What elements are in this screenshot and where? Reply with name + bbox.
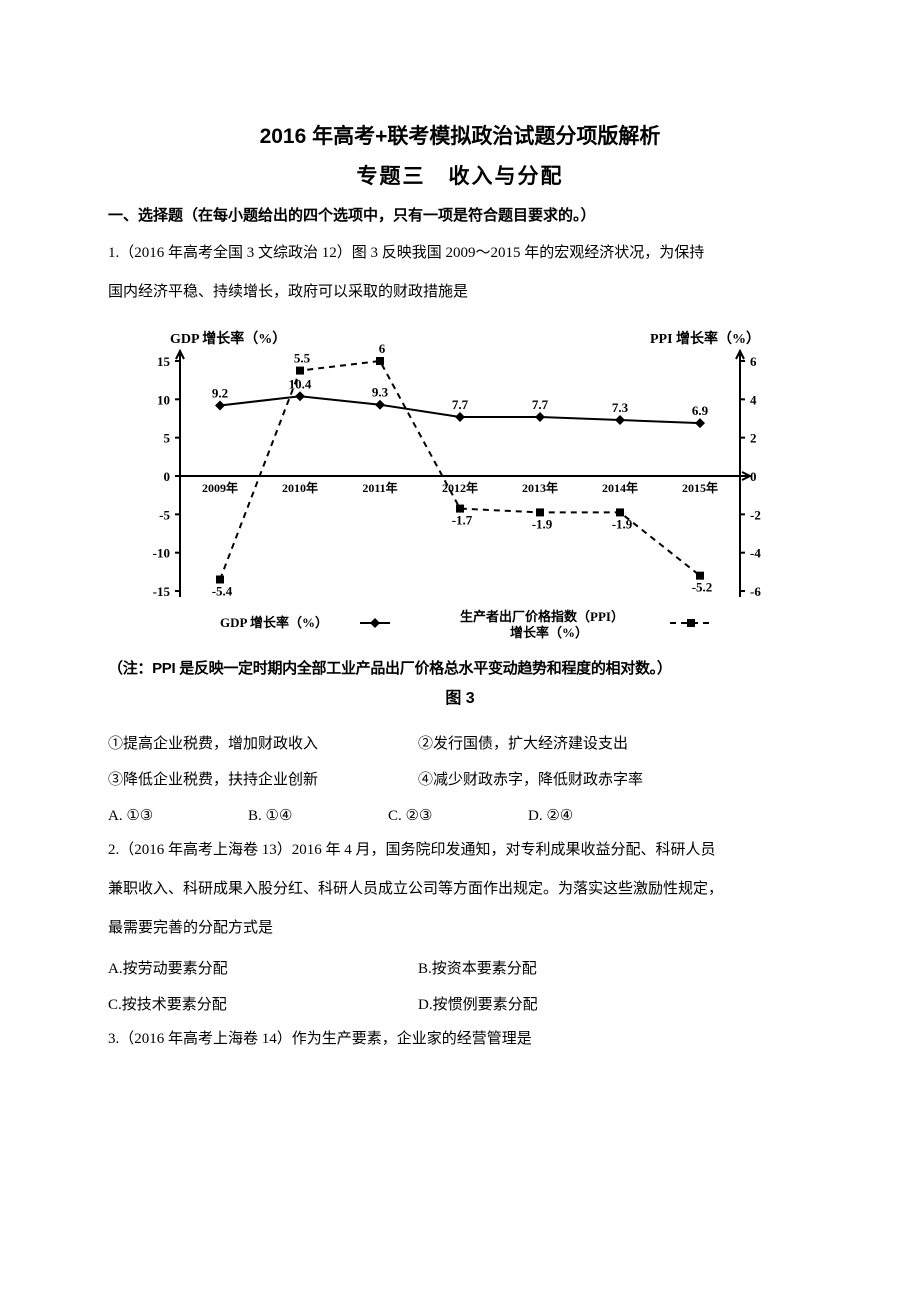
svg-text:2: 2 bbox=[750, 431, 757, 446]
svg-text:-10: -10 bbox=[153, 546, 170, 561]
svg-text:-1.7: -1.7 bbox=[452, 513, 473, 528]
sub-title: 专题三 收入与分配 bbox=[108, 160, 812, 190]
q1-options-row2: ③降低企业税费，扶持企业创新 ④减少财政赤字，降低财政赤字率 bbox=[108, 762, 812, 798]
q2-stem-line1: 2.（2016 年高考上海卷 13）2016 年 4 月，国务院印发通知，对专利… bbox=[108, 834, 812, 867]
svg-text:-5.4: -5.4 bbox=[212, 584, 233, 599]
q1-choice-d: D. ②④ bbox=[528, 798, 668, 834]
q2-choice-c: C.按技术要素分配 bbox=[108, 987, 418, 1023]
q1-options-row1: ①提高企业税费，增加财政收入 ②发行国债，扩大经济建设支出 bbox=[108, 726, 812, 762]
svg-text:7.7: 7.7 bbox=[452, 397, 469, 412]
section-heading: 一、选择题（在每小题给出的四个选项中，只有一项是符合题目要求的。） bbox=[108, 204, 812, 225]
q2-stem-line2: 兼职收入、科研成果入股分红、科研人员成立公司等方面作出规定。为落实这些激励性规定… bbox=[108, 873, 812, 906]
q3-stem: 3.（2016 年高考上海卷 14）作为生产要素，企业家的经营管理是 bbox=[108, 1023, 812, 1056]
svg-text:-6: -6 bbox=[750, 584, 761, 599]
svg-text:15: 15 bbox=[157, 354, 171, 369]
svg-text:9.3: 9.3 bbox=[372, 385, 389, 400]
svg-text:2012年: 2012年 bbox=[442, 480, 478, 495]
svg-text:GDP 增长率（%）: GDP 增长率（%） bbox=[220, 615, 328, 630]
q1-opt3: ③降低企业税费，扶持企业创新 bbox=[108, 762, 418, 798]
svg-text:0: 0 bbox=[164, 469, 171, 484]
q2-choice-a: A.按劳动要素分配 bbox=[108, 951, 418, 987]
dual-axis-chart: GDP 增长率（%） PPI 增长率（%） 15 10 5 0 -5 -10 -15 6 4 2 0 -2… bbox=[120, 321, 800, 651]
svg-text:2013年: 2013年 bbox=[522, 480, 558, 495]
svg-text:-15: -15 bbox=[153, 584, 171, 599]
q2-choice-b: B.按资本要素分配 bbox=[418, 951, 812, 987]
chart-caption: 图 3 bbox=[108, 684, 812, 708]
svg-text:0: 0 bbox=[750, 469, 757, 484]
svg-text:PPI 增长率（%）: PPI 增长率（%） bbox=[650, 330, 760, 347]
svg-text:6: 6 bbox=[379, 341, 386, 356]
main-title: 2016 年高考+联考模拟政治试题分项版解析 bbox=[108, 120, 812, 150]
svg-text:2010年: 2010年 bbox=[282, 480, 318, 495]
svg-text:6: 6 bbox=[750, 354, 757, 369]
q1-choice-b: B. ①④ bbox=[248, 798, 388, 834]
svg-text:2011年: 2011年 bbox=[362, 480, 397, 495]
svg-text:2009年: 2009年 bbox=[202, 480, 238, 495]
q1-choice-c: C. ②③ bbox=[388, 798, 528, 834]
svg-text:生产者出厂价格指数（PPI）: 生产者出厂价格指数（PPI） bbox=[460, 609, 624, 624]
svg-text:10: 10 bbox=[157, 392, 170, 407]
svg-text:-1.9: -1.9 bbox=[612, 516, 633, 531]
q1-opt4: ④减少财政赤字，降低财政赤字率 bbox=[418, 762, 812, 798]
q1-stem-line2: 国内经济平稳、持续增长，政府可以采取的财政措施是 bbox=[108, 276, 812, 309]
q1-opt2: ②发行国债，扩大经济建设支出 bbox=[418, 726, 812, 762]
svg-text:2015年: 2015年 bbox=[682, 480, 718, 495]
q1-choice-a: A. ①③ bbox=[108, 798, 248, 834]
svg-text:2014年: 2014年 bbox=[602, 480, 638, 495]
chart-note: （注：PPI 是反映一定时期内全部工业产品出厂价格总水平变动趋势和程度的相对数。… bbox=[108, 657, 812, 678]
q1-choices: A. ①③ B. ①④ C. ②③ D. ②④ bbox=[108, 798, 812, 834]
svg-text:5.5: 5.5 bbox=[294, 351, 311, 366]
svg-text:6.9: 6.9 bbox=[692, 403, 709, 418]
q2-stem-line3: 最需要完善的分配方式是 bbox=[108, 912, 812, 945]
svg-text:7.7: 7.7 bbox=[532, 397, 549, 412]
svg-text:4: 4 bbox=[750, 392, 757, 407]
svg-text:-4: -4 bbox=[750, 546, 761, 561]
svg-text:增长率（%）: 增长率（%） bbox=[510, 625, 588, 640]
q2-choice-d: D.按惯例要素分配 bbox=[418, 987, 812, 1023]
svg-text:GDP 增长率（%）: GDP 增长率（%） bbox=[170, 330, 286, 347]
svg-text:9.2: 9.2 bbox=[212, 385, 228, 400]
q2-choices-row2: C.按技术要素分配 D.按惯例要素分配 bbox=[108, 987, 812, 1023]
svg-text:7.3: 7.3 bbox=[612, 400, 629, 415]
svg-text:-1.9: -1.9 bbox=[532, 516, 553, 531]
svg-text:5: 5 bbox=[164, 431, 171, 446]
q1-opt1: ①提高企业税费，增加财政收入 bbox=[108, 726, 418, 762]
chart-figure: GDP 增长率（%） PPI 增长率（%） 15 10 5 0 -5 -10 -15 6 4 2 0 -2… bbox=[120, 321, 800, 651]
svg-text:-5: -5 bbox=[159, 507, 170, 522]
svg-text:-5.2: -5.2 bbox=[692, 580, 713, 595]
q2-choices-row1: A.按劳动要素分配 B.按资本要素分配 bbox=[108, 951, 812, 987]
q1-stem-line1: 1.（2016 年高考全国 3 文综政治 12）图 3 反映我国 2009～20… bbox=[108, 237, 812, 270]
svg-text:-2: -2 bbox=[750, 507, 761, 522]
